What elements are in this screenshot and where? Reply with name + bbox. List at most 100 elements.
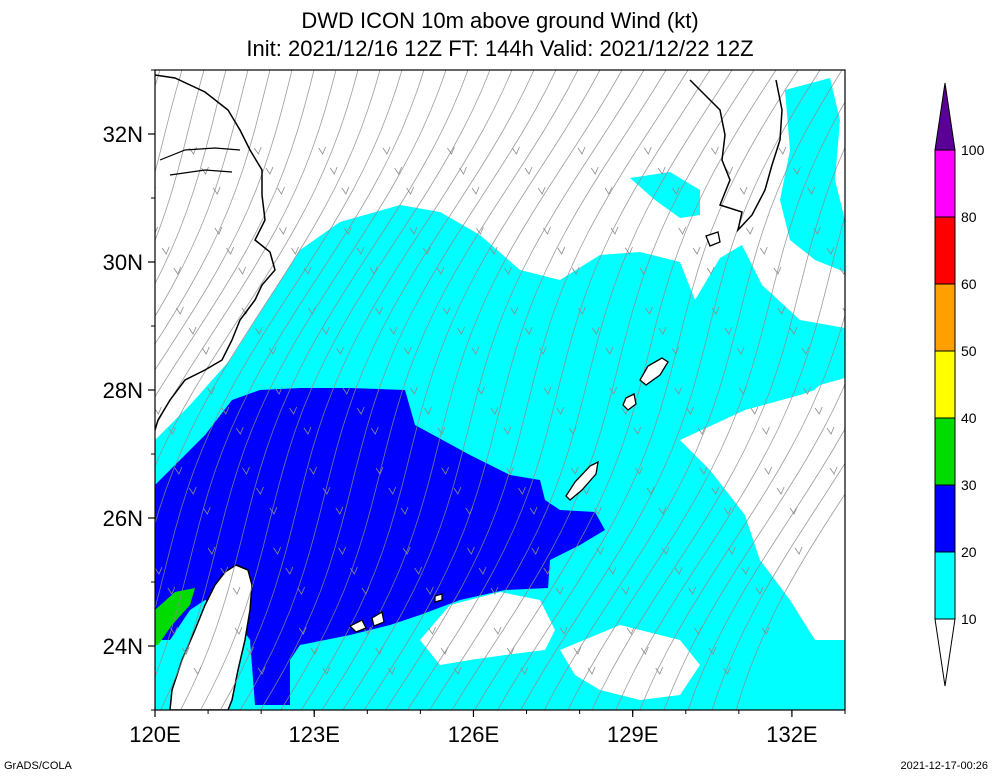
streamline-arrow — [555, 586, 564, 595]
streamline — [520, 70, 821, 710]
streamline-arrow — [625, 246, 633, 255]
streamline-arrow — [188, 486, 197, 495]
streamline-arrow — [441, 466, 450, 475]
streamline-arrow — [457, 326, 465, 335]
colorbar-segment — [934, 149, 956, 218]
streamline-arrow — [155, 406, 162, 415]
streamline-arrow — [122, 487, 129, 494]
streamline-arrow — [181, 646, 190, 655]
colorbar-label: 80 — [961, 209, 977, 225]
streamline-arrow — [298, 626, 307, 635]
streamline-arrow — [688, 586, 697, 595]
streamline-arrow — [724, 326, 733, 335]
streamline-arrow — [207, 386, 215, 395]
streamline-arrow — [24, 267, 31, 274]
streamline-arrow — [826, 246, 835, 255]
lon-tick-label: 129E — [607, 722, 658, 747]
streamline-arrow — [47, 307, 54, 314]
streamline-arrow — [745, 226, 754, 235]
streamline-arrow — [640, 646, 649, 655]
streamline-arrow — [86, 227, 93, 234]
streamline-arrow — [778, 146, 787, 155]
streamline-arrow — [793, 166, 801, 175]
streamline — [735, 493, 845, 710]
streamline-arrow — [207, 546, 216, 555]
streamline-arrow — [644, 146, 652, 155]
streamline-arrow — [608, 566, 617, 575]
streamline-arrow — [74, 387, 81, 394]
streamline-arrow — [658, 326, 667, 335]
streamline-arrow — [739, 186, 748, 195]
streamline-arrow — [21, 407, 28, 414]
streamline — [711, 462, 845, 710]
streamline-arrow — [794, 546, 803, 555]
streamline-arrow — [40, 467, 47, 474]
lon-tick-label: 123E — [289, 722, 340, 747]
calm-area-south-2 — [560, 625, 700, 700]
streamline-arrow — [506, 646, 515, 655]
lat-tick-label: 24N — [103, 634, 143, 659]
streamline-arrow — [893, 247, 900, 254]
streamline-arrow — [226, 246, 234, 255]
amami-island — [639, 357, 669, 386]
streamline-arrow — [646, 486, 655, 495]
streamline-arrow — [610, 226, 619, 235]
streamline-arrow — [723, 506, 732, 515]
streamline — [155, 70, 425, 678]
streamline-arrow — [322, 486, 331, 495]
streamline-arrow — [686, 406, 694, 415]
streamline-arrow — [776, 486, 785, 495]
streamline-arrow — [907, 307, 914, 314]
streamline-arrow — [697, 426, 706, 435]
yangtze-estuary — [159, 147, 241, 176]
streamline-arrow — [621, 586, 630, 595]
streamline-arrow — [658, 506, 667, 515]
streamline-arrow — [596, 546, 604, 555]
streamline-arrow — [459, 166, 467, 175]
streamline-arrow — [342, 386, 351, 395]
streamline-arrow — [363, 626, 372, 635]
colorbar-top-triangle — [934, 82, 956, 151]
streamline-arrow — [520, 666, 529, 675]
streamline-arrow — [543, 566, 552, 575]
streamline-arrow — [329, 166, 338, 175]
streamline-arrow — [318, 146, 327, 155]
streamline-arrow — [592, 326, 600, 335]
streamline-arrow — [394, 166, 403, 175]
streamline-arrow — [35, 587, 42, 594]
streamline-arrow — [256, 486, 264, 495]
streamline-arrow — [341, 186, 350, 195]
streamline-arrow — [711, 486, 720, 495]
streamline-arrow — [214, 226, 223, 235]
streamline — [155, 70, 315, 398]
colorbar-bottom-triangle — [934, 618, 956, 687]
streamline-arrow — [170, 626, 178, 635]
streamlines — [0, 70, 935, 710]
streamline-arrow — [274, 386, 283, 395]
streamline-arrow — [202, 506, 211, 515]
streamline-arrow — [53, 647, 60, 654]
footer-credit: GrADS/COLA — [4, 760, 72, 772]
streamline — [155, 70, 249, 317]
streamline — [0, 70, 94, 710]
streamline-arrow — [201, 346, 210, 355]
streamline-arrow — [321, 326, 330, 335]
streamline-arrow — [101, 427, 108, 434]
streamline-arrow — [880, 227, 887, 234]
streamline-arrow — [759, 246, 768, 255]
streamline-arrow — [232, 586, 241, 595]
streamline-arrow — [866, 347, 873, 354]
streamline-arrow — [905, 267, 912, 274]
lat-tick-label: 26N — [103, 506, 143, 531]
streamline-arrow — [868, 387, 875, 394]
streamline-arrow — [570, 466, 579, 475]
streamline-arrow — [246, 646, 254, 655]
streamline-arrow — [928, 167, 935, 174]
streamline — [591, 146, 845, 710]
streamline — [687, 428, 845, 710]
streamline-arrow — [645, 306, 653, 315]
streamline-arrow — [425, 586, 434, 595]
streamline — [0, 70, 50, 710]
streamline-arrow — [725, 166, 733, 175]
